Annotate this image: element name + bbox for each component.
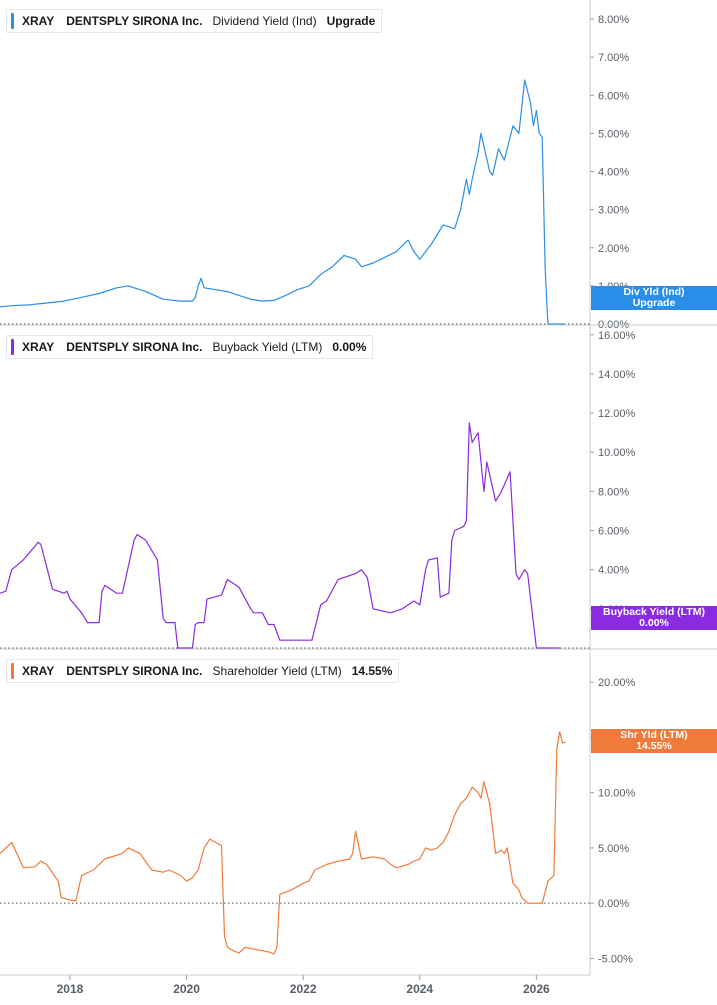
- legend-metric: Dividend Yield (Ind): [212, 14, 317, 28]
- tag-value: 14.55%: [636, 740, 672, 752]
- tag-label: Div Yld (Ind): [623, 286, 685, 298]
- tag-value: 0.00%: [639, 617, 669, 629]
- legend-buyback-yield[interactable]: XRAY DENTSPLY SIRONA Inc. Buyback Yield …: [6, 335, 374, 359]
- legend-value: 0.00%: [332, 340, 367, 354]
- y-tick-label: 10.00%: [598, 788, 636, 800]
- x-tick-label: 2024: [406, 982, 433, 996]
- y-tick-label: 6.00%: [598, 526, 629, 538]
- x-tick-label: 2026: [523, 982, 550, 996]
- legend-company: DENTSPLY SIRONA Inc.: [66, 664, 203, 678]
- tag-value: Upgrade: [632, 297, 676, 309]
- y-tick-label: 20.00%: [598, 677, 636, 689]
- legend-swatch-dividend: [11, 13, 14, 29]
- y-tick-label: 16.00%: [598, 330, 636, 342]
- legend-ticker: XRAY: [22, 664, 55, 678]
- series-line-shareholder-yield-ltm-: [0, 731, 566, 955]
- y-tick-label: 10.00%: [598, 447, 636, 459]
- y-tick-label: 4.00%: [598, 167, 629, 179]
- y-tick-label: 12.00%: [598, 408, 636, 420]
- legend-ticker: XRAY: [22, 14, 55, 28]
- legend-swatch-shareholder: [11, 663, 14, 679]
- y-tick-label: 8.00%: [598, 486, 629, 498]
- x-tick-label: 2018: [57, 982, 84, 996]
- y-tick-label: 3.00%: [598, 205, 629, 217]
- current-value-tag-buyback: Buyback Yield (LTM) 0.00%: [591, 606, 717, 630]
- legend-ticker: XRAY: [22, 340, 55, 354]
- legend-company: DENTSPLY SIRONA Inc.: [66, 340, 203, 354]
- series-line-dividend-yield-ind-: [0, 79, 566, 325]
- current-value-tag-dividend[interactable]: Div Yld (Ind) Upgrade: [591, 286, 717, 310]
- current-value-tag-shareholder: Shr Yld (LTM) 14.55%: [591, 729, 717, 753]
- x-tick-label: 2020: [173, 982, 200, 996]
- y-tick-label: 6.00%: [598, 90, 629, 102]
- legend-value-upgrade[interactable]: Upgrade: [326, 14, 376, 28]
- legend-dividend-yield[interactable]: XRAY DENTSPLY SIRONA Inc. Dividend Yield…: [6, 9, 383, 33]
- tag-label: Shr Yld (LTM): [620, 729, 688, 741]
- y-tick-label: -5.00%: [598, 953, 633, 965]
- series-line-buyback-yield-ltm-: [0, 422, 560, 649]
- y-tick-label: 14.00%: [598, 369, 636, 381]
- tag-label: Buyback Yield (LTM): [603, 606, 705, 618]
- y-tick-label: 7.00%: [598, 52, 629, 64]
- legend-company: DENTSPLY SIRONA Inc.: [66, 14, 203, 28]
- y-tick-label: 5.00%: [598, 128, 629, 140]
- y-tick-label: 0.00%: [598, 898, 629, 910]
- legend-metric: Buyback Yield (LTM): [212, 340, 323, 354]
- y-tick-label: 5.00%: [598, 843, 629, 855]
- legend-metric: Shareholder Yield (LTM): [212, 664, 342, 678]
- y-tick-label: 2.00%: [598, 243, 629, 255]
- legend-shareholder-yield[interactable]: XRAY DENTSPLY SIRONA Inc. Shareholder Yi…: [6, 659, 400, 683]
- y-tick-label: 4.00%: [598, 565, 629, 577]
- y-tick-label: 8.00%: [598, 14, 629, 26]
- legend-swatch-buyback: [11, 339, 14, 355]
- x-tick-label: 2022: [290, 982, 317, 996]
- legend-value: 14.55%: [351, 664, 393, 678]
